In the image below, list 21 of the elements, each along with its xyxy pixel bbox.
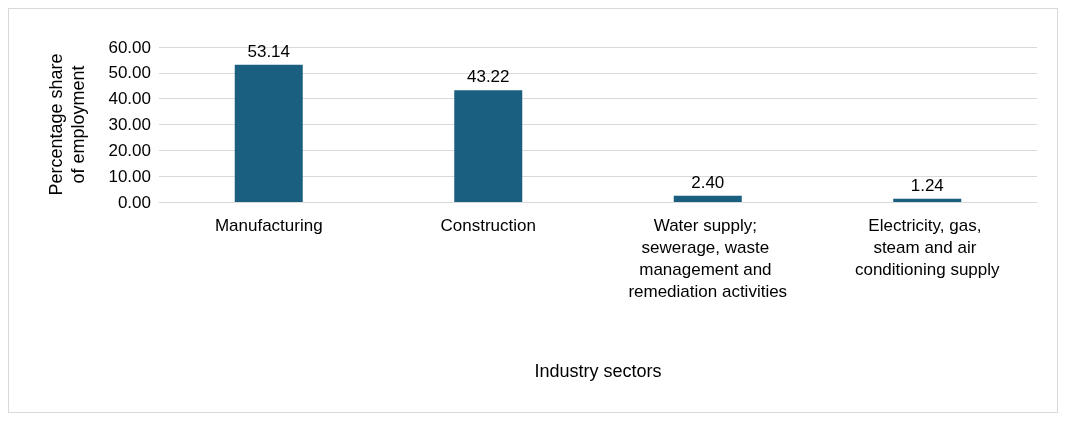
y-tick-label: 0.00 (117, 192, 151, 212)
data-label: 43.22 (466, 67, 510, 87)
data-label: 1.24 (910, 175, 944, 195)
data-label: 2.40 (691, 172, 725, 192)
x-tick-label: Electricity, gas, steam and air conditioning supply (854, 215, 1001, 279)
y-tick-label: 40.00 (108, 89, 151, 109)
y-tick-label: 30.00 (108, 115, 151, 134)
y-axis-title: Percentage share of employment (46, 53, 88, 196)
bar (673, 195, 742, 202)
y-tick-label: 50.00 (108, 63, 151, 83)
data-label: 53.14 (247, 41, 291, 61)
bar (893, 198, 962, 202)
y-tick-label: 60.00 (108, 37, 151, 57)
bar (234, 64, 303, 202)
x-tick-label: Construction (440, 215, 536, 235)
y-tick-label: 20.00 (108, 140, 151, 160)
y-tick-label: 10.00 (108, 166, 151, 186)
bar (454, 90, 523, 202)
x-tick-label: Water supply; sewerage, waste management and remediation activities (628, 215, 788, 301)
x-tick-label: Manufacturing (214, 215, 323, 235)
x-axis-title: Industry sectors (534, 361, 662, 381)
